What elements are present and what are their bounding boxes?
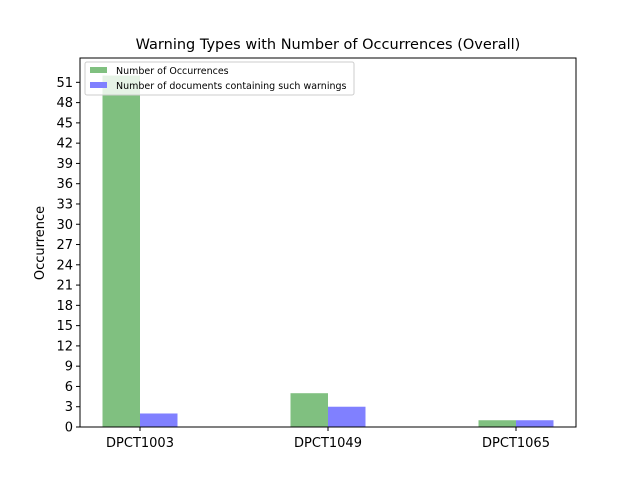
bars-layer: [102, 75, 554, 428]
bar-dpct1049-series-1: [328, 406, 366, 427]
y-tick-label: 42: [56, 137, 73, 152]
plot-area: [79, 57, 577, 428]
y-tick-label: 3: [65, 400, 73, 415]
bar-dpct1003-series-0: [102, 75, 140, 428]
y-tick-label: 18: [56, 299, 73, 314]
bar-dpct1003-series-1: [140, 413, 178, 427]
y-tick-label: 9: [65, 360, 73, 375]
bar-dpct1065-series-1: [516, 420, 554, 427]
y-axis-label: Occurrence: [33, 206, 48, 280]
y-tick-label: 45: [56, 116, 73, 131]
y-tick-label: 48: [56, 96, 73, 111]
legend-box: [84, 61, 355, 96]
x-tick-label-dpct1065: DPCT1065: [482, 436, 550, 451]
y-tick-label: 36: [56, 177, 73, 192]
bar-dpct1049-series-0: [290, 393, 328, 427]
x-axis: DPCT1003 DPCT1049 DPCT1065: [106, 427, 550, 451]
y-tick-label: 6: [65, 380, 73, 395]
y-tick-label: 39: [56, 157, 73, 172]
legend-label-occurrences: Number of Occurrences: [116, 66, 229, 77]
y-tick-label: 24: [56, 258, 73, 273]
legend-swatch-documents: [90, 82, 107, 88]
legend-label-documents: Number of documents containing such warn…: [116, 81, 347, 92]
legend: Number of Occurrences Number of document…: [84, 61, 355, 96]
x-tick-label-dpct1049: DPCT1049: [294, 436, 362, 451]
y-tick-label: 21: [56, 279, 73, 294]
y-tick-label: 27: [56, 238, 73, 253]
y-tick-label: 15: [56, 319, 73, 334]
chart-title: Warning Types with Number of Occurrences…: [136, 37, 521, 53]
legend-swatch-occurrences: [90, 67, 107, 73]
y-tick-label: 12: [56, 339, 73, 354]
x-tick-label-dpct1003: DPCT1003: [106, 436, 174, 451]
y-tick-label: 33: [56, 197, 73, 212]
y-tick-label: 51: [56, 76, 73, 91]
y-tick-label: 30: [56, 218, 73, 233]
bar-dpct1065-series-0: [478, 420, 516, 427]
y-tick-label: 0: [65, 421, 73, 436]
